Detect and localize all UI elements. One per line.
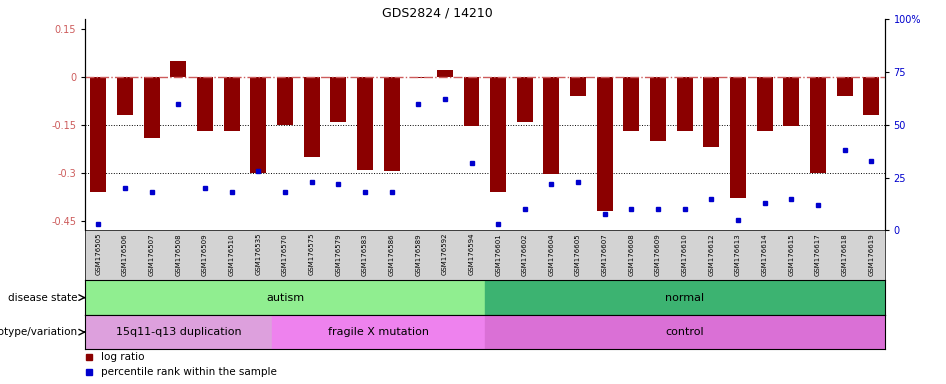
- Text: GSM176586: GSM176586: [389, 233, 394, 276]
- Text: GSM176613: GSM176613: [735, 233, 741, 276]
- Bar: [464, 77, 480, 126]
- Bar: [676, 77, 692, 131]
- Text: log ratio: log ratio: [101, 352, 145, 362]
- Bar: [117, 77, 133, 115]
- Text: GSM176601: GSM176601: [495, 233, 501, 276]
- Bar: [304, 77, 320, 157]
- Text: normal: normal: [665, 293, 704, 303]
- Text: GSM176592: GSM176592: [442, 233, 447, 275]
- Text: GSM176618: GSM176618: [842, 233, 848, 276]
- Bar: [597, 77, 613, 211]
- Bar: [543, 77, 559, 174]
- Bar: [484, 280, 885, 315]
- Text: GSM176507: GSM176507: [149, 233, 155, 276]
- Text: GSM176609: GSM176609: [655, 233, 661, 276]
- Bar: [437, 70, 453, 77]
- Bar: [357, 77, 373, 170]
- Text: GSM176505: GSM176505: [96, 233, 101, 275]
- Bar: [757, 77, 773, 131]
- Text: GDS2824 / 14210: GDS2824 / 14210: [382, 6, 493, 19]
- Bar: [783, 77, 799, 126]
- Text: GSM176575: GSM176575: [308, 233, 315, 275]
- Bar: [223, 77, 239, 131]
- Bar: [484, 315, 885, 349]
- Bar: [197, 77, 213, 131]
- Text: GSM176579: GSM176579: [335, 233, 342, 276]
- Bar: [91, 77, 107, 192]
- Bar: [863, 77, 879, 115]
- Text: GSM176589: GSM176589: [415, 233, 421, 276]
- Text: GSM176617: GSM176617: [815, 233, 821, 276]
- Text: GSM176608: GSM176608: [628, 233, 635, 276]
- Bar: [517, 77, 533, 122]
- Bar: [383, 77, 399, 171]
- Text: percentile rank within the sample: percentile rank within the sample: [101, 367, 277, 377]
- Bar: [85, 315, 272, 349]
- Text: GSM176604: GSM176604: [549, 233, 554, 276]
- Bar: [570, 77, 587, 96]
- Text: GSM176605: GSM176605: [575, 233, 581, 276]
- Text: GSM176614: GSM176614: [762, 233, 767, 276]
- Text: GSM176594: GSM176594: [468, 233, 475, 275]
- Bar: [490, 77, 506, 192]
- Text: GSM176615: GSM176615: [788, 233, 795, 276]
- Text: GSM176510: GSM176510: [229, 233, 235, 276]
- Bar: [330, 77, 346, 122]
- Text: autism: autism: [266, 293, 304, 303]
- Text: GSM176619: GSM176619: [868, 233, 874, 276]
- Text: GSM176583: GSM176583: [362, 233, 368, 276]
- Bar: [623, 77, 639, 131]
- Text: 15q11-q13 duplication: 15q11-q13 duplication: [115, 327, 241, 337]
- Text: GSM176506: GSM176506: [122, 233, 128, 276]
- Bar: [251, 77, 267, 173]
- Text: disease state: disease state: [8, 293, 78, 303]
- Text: GSM176612: GSM176612: [709, 233, 714, 276]
- Bar: [144, 77, 160, 137]
- Text: fragile X mutation: fragile X mutation: [327, 327, 429, 337]
- Text: GSM176570: GSM176570: [282, 233, 288, 276]
- Bar: [650, 77, 666, 141]
- Text: GSM176508: GSM176508: [175, 233, 182, 276]
- Bar: [703, 77, 719, 147]
- Bar: [85, 280, 484, 315]
- Bar: [810, 77, 826, 173]
- Text: GSM176509: GSM176509: [202, 233, 208, 276]
- Text: control: control: [665, 327, 704, 337]
- Bar: [277, 77, 293, 125]
- Text: genotype/variation: genotype/variation: [0, 327, 78, 337]
- Text: GSM176610: GSM176610: [682, 233, 688, 276]
- Bar: [272, 315, 484, 349]
- Text: GSM176535: GSM176535: [255, 233, 261, 275]
- Bar: [836, 77, 852, 96]
- Bar: [170, 61, 186, 77]
- Bar: [411, 77, 427, 78]
- Bar: [730, 77, 746, 199]
- Text: GSM176602: GSM176602: [522, 233, 528, 276]
- Text: GSM176607: GSM176607: [602, 233, 607, 276]
